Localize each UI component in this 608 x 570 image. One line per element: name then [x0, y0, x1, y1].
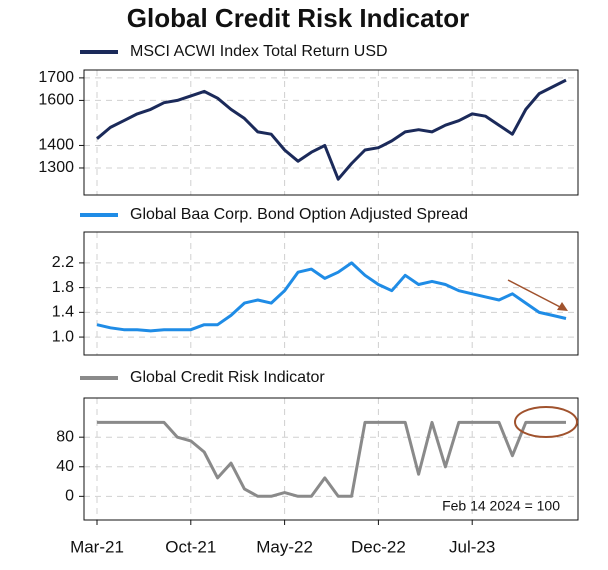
data-line	[96, 78, 567, 181]
y-tick-label: 80	[56, 428, 74, 445]
y-tick-label: 40	[56, 458, 74, 475]
plot-frame	[83, 231, 579, 356]
x-tick-label: Oct-21	[165, 537, 216, 556]
plot-frame	[83, 397, 579, 521]
plot-frame	[83, 69, 579, 196]
y-tick-label: 1.4	[52, 304, 74, 321]
annotation: Feb 14 2024 = 100	[442, 498, 560, 514]
data-line	[96, 261, 567, 333]
legend-label: Global Credit Risk Indicator	[130, 369, 325, 386]
legend-label: Global Baa Corp. Bond Option Adjusted Sp…	[130, 206, 468, 223]
x-tick-label: May-22	[256, 537, 313, 556]
y-tick-label: 0	[65, 488, 74, 505]
y-tick-label: 1400	[38, 137, 74, 154]
y-tick-label: 1600	[38, 92, 74, 109]
y-tick-label: 1300	[38, 159, 74, 176]
chart-title: Global Credit Risk Indicator	[127, 3, 469, 33]
y-tick-label: 1.8	[52, 279, 74, 296]
y-tick-label: 2.2	[52, 254, 74, 271]
x-tick-label: Mar-21	[70, 537, 124, 556]
legend-label: MSCI ACWI Index Total Return USD	[130, 43, 388, 60]
trend-arrowhead	[557, 302, 568, 311]
highlight-ellipse	[514, 406, 578, 438]
trend-arrow	[507, 279, 565, 310]
x-tick-label: Jul-23	[449, 537, 495, 556]
data-line	[97, 420, 566, 498]
y-tick-label: 1.0	[52, 328, 74, 345]
y-tick-label: 1700	[38, 69, 74, 86]
x-tick-label: Dec-22	[351, 537, 406, 556]
